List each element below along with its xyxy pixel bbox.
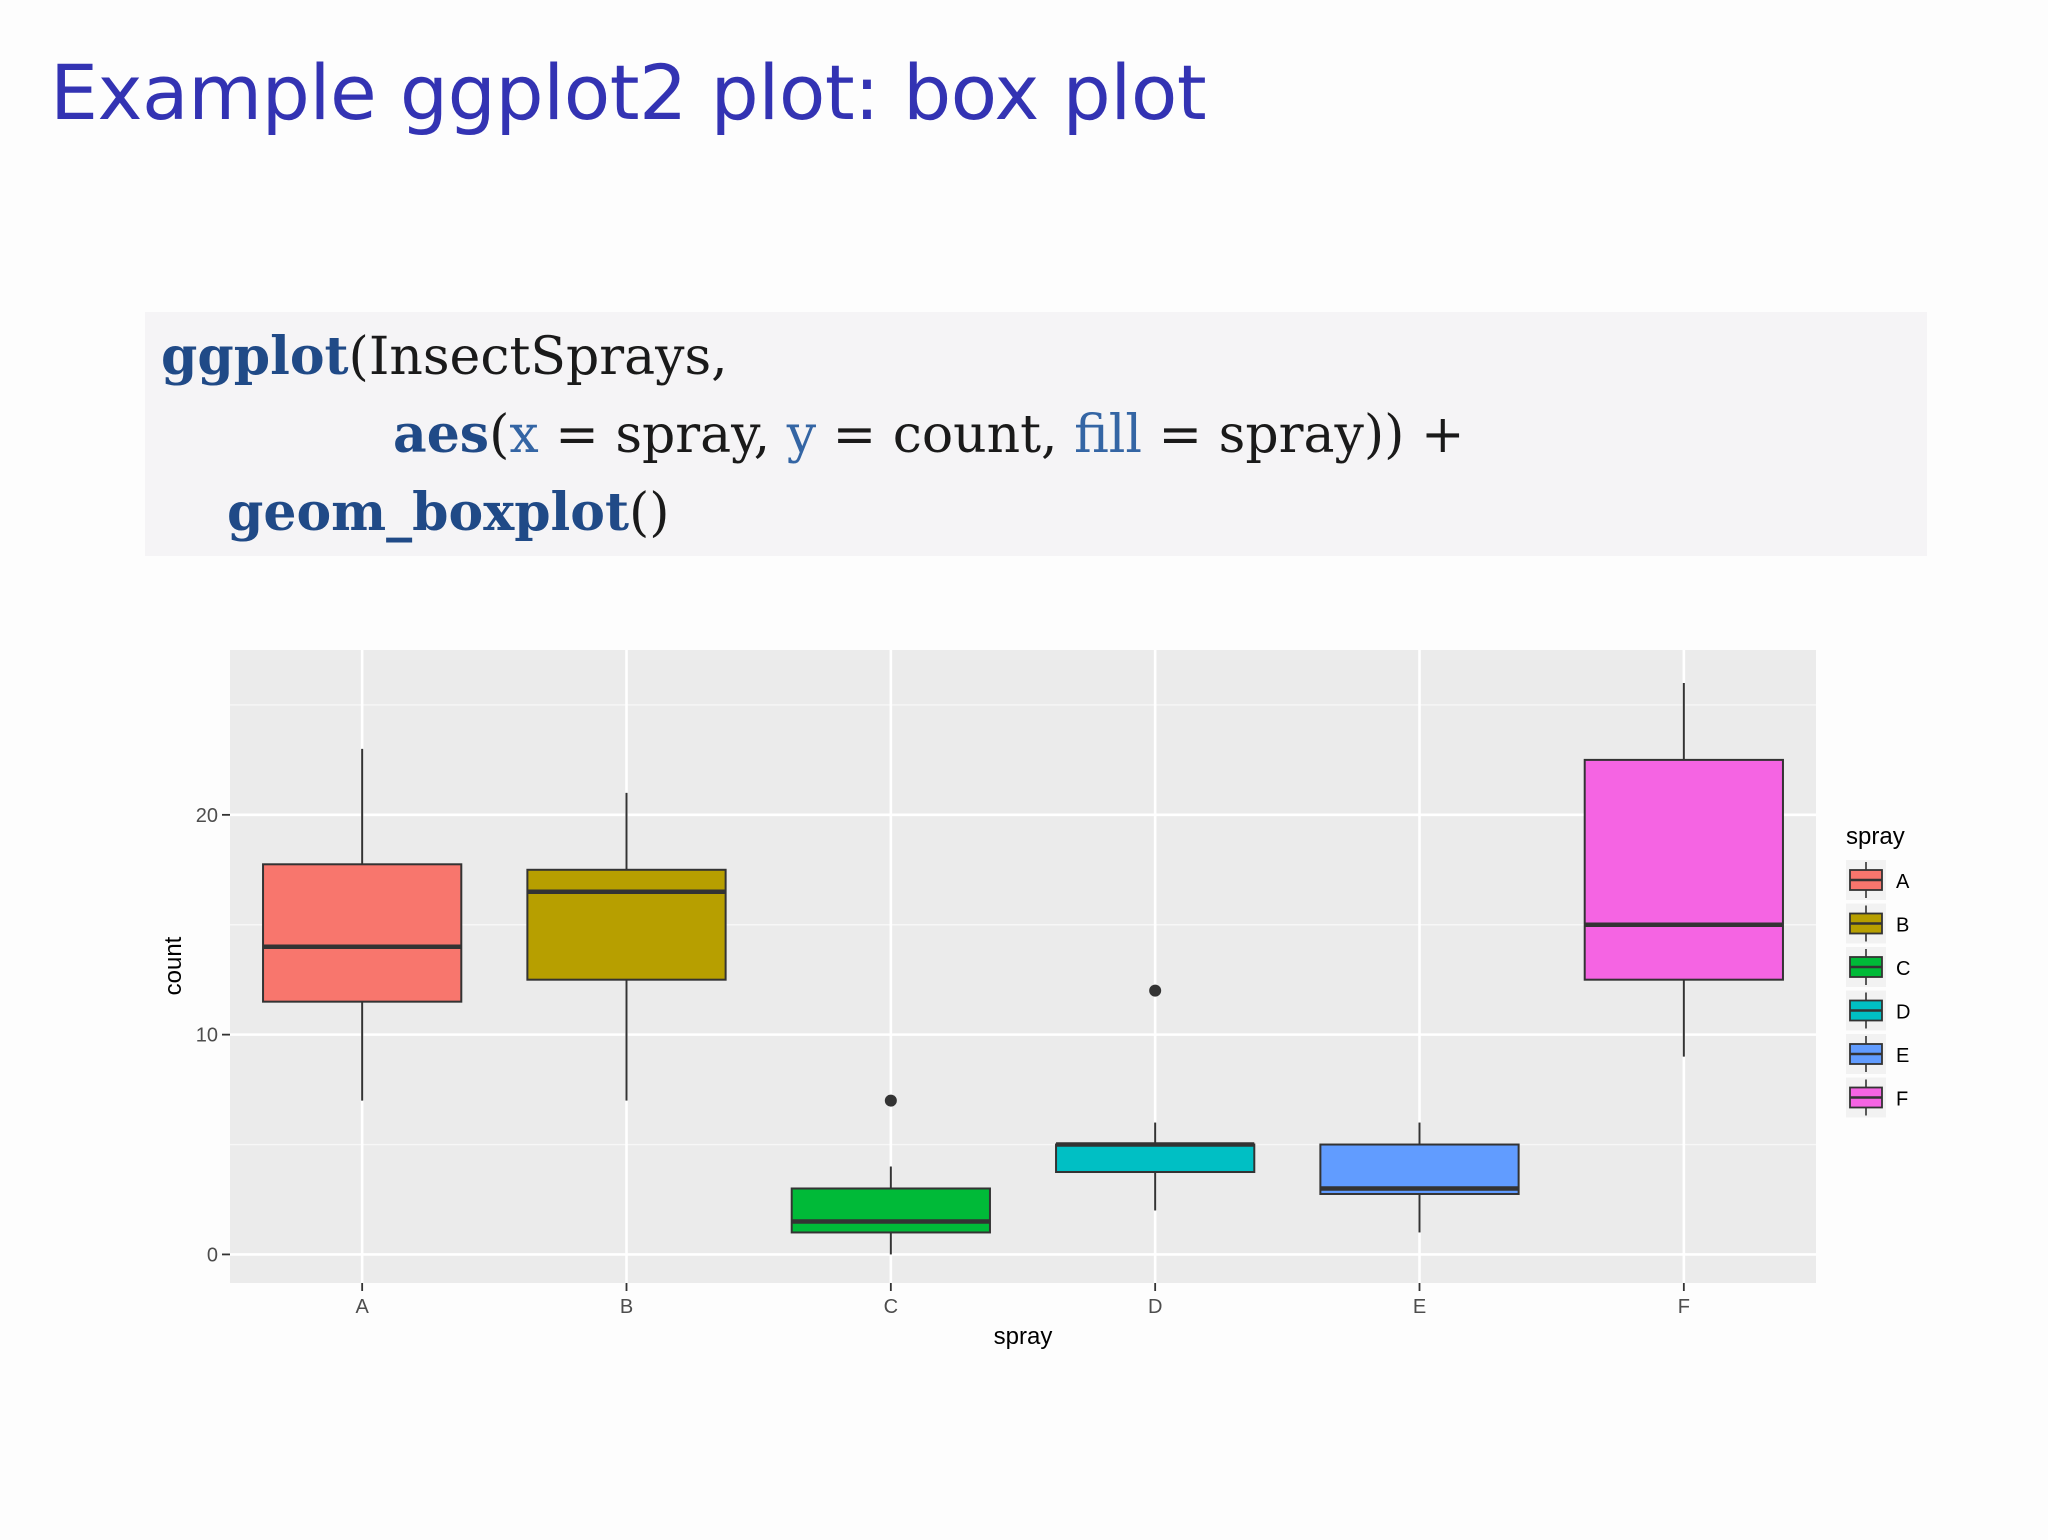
x-tick-label: E xyxy=(1413,1296,1426,1318)
outlier-point xyxy=(884,1094,897,1107)
code-text: ( xyxy=(489,405,510,465)
code-arg-fill: fill xyxy=(1074,405,1143,465)
box-E xyxy=(1319,1122,1520,1233)
legend-key-E: E xyxy=(1846,1034,1909,1074)
legend-label: F xyxy=(1896,1089,1908,1111)
y-tick-label: 10 xyxy=(196,1025,218,1047)
legend-label: A xyxy=(1896,871,1910,893)
code-arg-y: y xyxy=(786,405,817,465)
legend-label: E xyxy=(1896,1045,1909,1067)
box-D xyxy=(1055,984,1256,1211)
legend-label: C xyxy=(1896,958,1910,980)
x-tick-label: B xyxy=(620,1296,633,1318)
code-fn-ggplot: ggplot xyxy=(161,326,349,387)
x-axis: A B C D E F xyxy=(355,1283,1690,1318)
outlier-point xyxy=(1149,984,1162,997)
legend-key-B: B xyxy=(1846,903,1909,944)
x-tick-label: F xyxy=(1678,1296,1690,1318)
code-text: () xyxy=(629,483,670,543)
legend-key-A: A xyxy=(1846,860,1910,900)
slide-title: Example ggplot2 plot: box plot xyxy=(50,48,1207,137)
plot-panel xyxy=(230,650,1816,1283)
box-iqr xyxy=(1583,758,1784,981)
y-axis: 0 10 20 xyxy=(196,805,230,1266)
code-fn-geom-boxplot: geom_boxplot xyxy=(227,482,630,543)
x-axis-label: spray xyxy=(994,1323,1053,1350)
legend-key-F: F xyxy=(1846,1077,1908,1118)
code-line-1: ggplot(InsectSprays, xyxy=(161,326,728,387)
box-iqr xyxy=(1319,1143,1520,1195)
y-tick-label: 0 xyxy=(207,1244,218,1266)
box-iqr xyxy=(790,1187,991,1234)
code-text: (InsectSprays, xyxy=(348,327,728,387)
legend-key-C: C xyxy=(1846,947,1910,987)
box-A xyxy=(262,748,463,1101)
box-iqr xyxy=(1055,1143,1256,1174)
legend-label: B xyxy=(1896,915,1909,937)
box-B xyxy=(526,792,727,1101)
boxes xyxy=(262,682,1784,1255)
code-text: = count, xyxy=(816,405,1075,465)
code-fn-aes: aes xyxy=(393,404,490,465)
box-iqr xyxy=(526,868,727,981)
code-line-2: aes(x = spray, y = count, fill = spray))… xyxy=(393,404,1465,465)
box-C xyxy=(790,1094,991,1255)
code-text: = spray)) + xyxy=(1142,405,1465,465)
legend-label: D xyxy=(1896,1002,1910,1024)
box-F xyxy=(1583,682,1784,1057)
x-tick-label: D xyxy=(1148,1296,1162,1318)
legend-key-D: D xyxy=(1846,990,1910,1031)
legend-title: spray xyxy=(1846,823,1905,850)
box-iqr xyxy=(262,863,463,1003)
code-line-3: geom_boxplot() xyxy=(227,482,670,543)
x-tick-label: C xyxy=(884,1296,898,1318)
x-tick-label: A xyxy=(355,1296,369,1318)
code-text: = spray, xyxy=(538,405,787,465)
code-block: ggplot(InsectSprays, aes(x = spray, y = … xyxy=(145,312,1927,556)
y-tick-label: 20 xyxy=(196,805,218,827)
y-axis-label: count xyxy=(160,936,187,995)
code-arg-x: x xyxy=(509,405,539,465)
